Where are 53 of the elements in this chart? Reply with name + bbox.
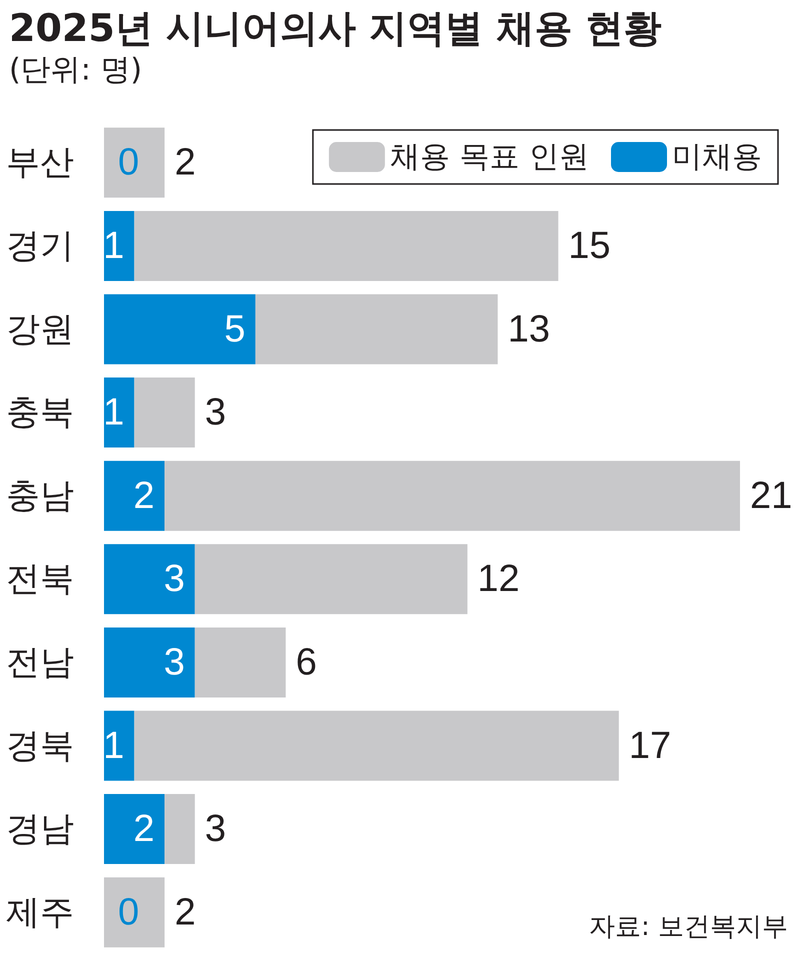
total-label: 2	[174, 142, 196, 184]
data-label: 1	[103, 224, 124, 267]
y-tick-label: 경북	[6, 726, 74, 766]
bar	[104, 294, 256, 364]
legend-label: 채용 목표 인원	[390, 140, 590, 174]
bar	[104, 378, 134, 448]
total-label: 3	[204, 392, 226, 434]
y-tick-label: 경기	[6, 226, 74, 266]
total-label: 21	[750, 474, 792, 517]
legend-label: 미채용	[672, 140, 762, 174]
y-tick-label: 충남	[6, 476, 74, 516]
bar	[104, 128, 165, 198]
total-label: 12	[477, 558, 520, 600]
bar	[104, 877, 165, 948]
y-tick-label: 전남	[6, 642, 74, 682]
annotation: 자료: 보건복지부	[588, 912, 788, 942]
data-label: 5	[224, 308, 246, 350]
total-label: 6	[296, 641, 317, 684]
bar	[104, 710, 134, 781]
bar	[164, 794, 195, 864]
y-tick-label: 제주	[6, 892, 74, 932]
total-label: 13	[508, 308, 550, 350]
data-label: 3	[164, 641, 185, 684]
bar	[104, 210, 134, 281]
bar	[255, 294, 498, 364]
y-tick-label: 전북	[6, 559, 74, 600]
y-tick-label: 경남	[6, 809, 74, 850]
bar	[134, 378, 195, 448]
bar	[104, 544, 195, 614]
bar	[194, 544, 468, 614]
data-label: 2	[133, 808, 155, 850]
data-label: 1	[103, 724, 124, 767]
bar	[194, 627, 286, 698]
total-label: 15	[568, 224, 611, 267]
chart-subtitle: (단위: 명)	[9, 52, 142, 88]
total-label: 3	[204, 808, 226, 850]
data-label: 0	[118, 891, 140, 934]
data-label: 3	[164, 558, 185, 600]
bar	[104, 627, 195, 698]
bar	[134, 710, 619, 781]
data-label: 1	[103, 392, 124, 434]
bar	[104, 460, 165, 531]
bar	[134, 210, 558, 281]
chart-title: 2025년 시니어의사 지역별 채용 현황	[9, 6, 662, 50]
y-tick-label: 부산	[6, 142, 74, 183]
data-label: 0	[118, 142, 140, 184]
bar	[104, 794, 165, 864]
y-tick-label: 충북	[6, 392, 74, 433]
total-label: 17	[628, 724, 672, 767]
total-label: 2	[174, 891, 196, 934]
bar	[164, 460, 740, 531]
y-tick-label: 강원	[6, 309, 74, 350]
data-label: 2	[133, 474, 155, 517]
